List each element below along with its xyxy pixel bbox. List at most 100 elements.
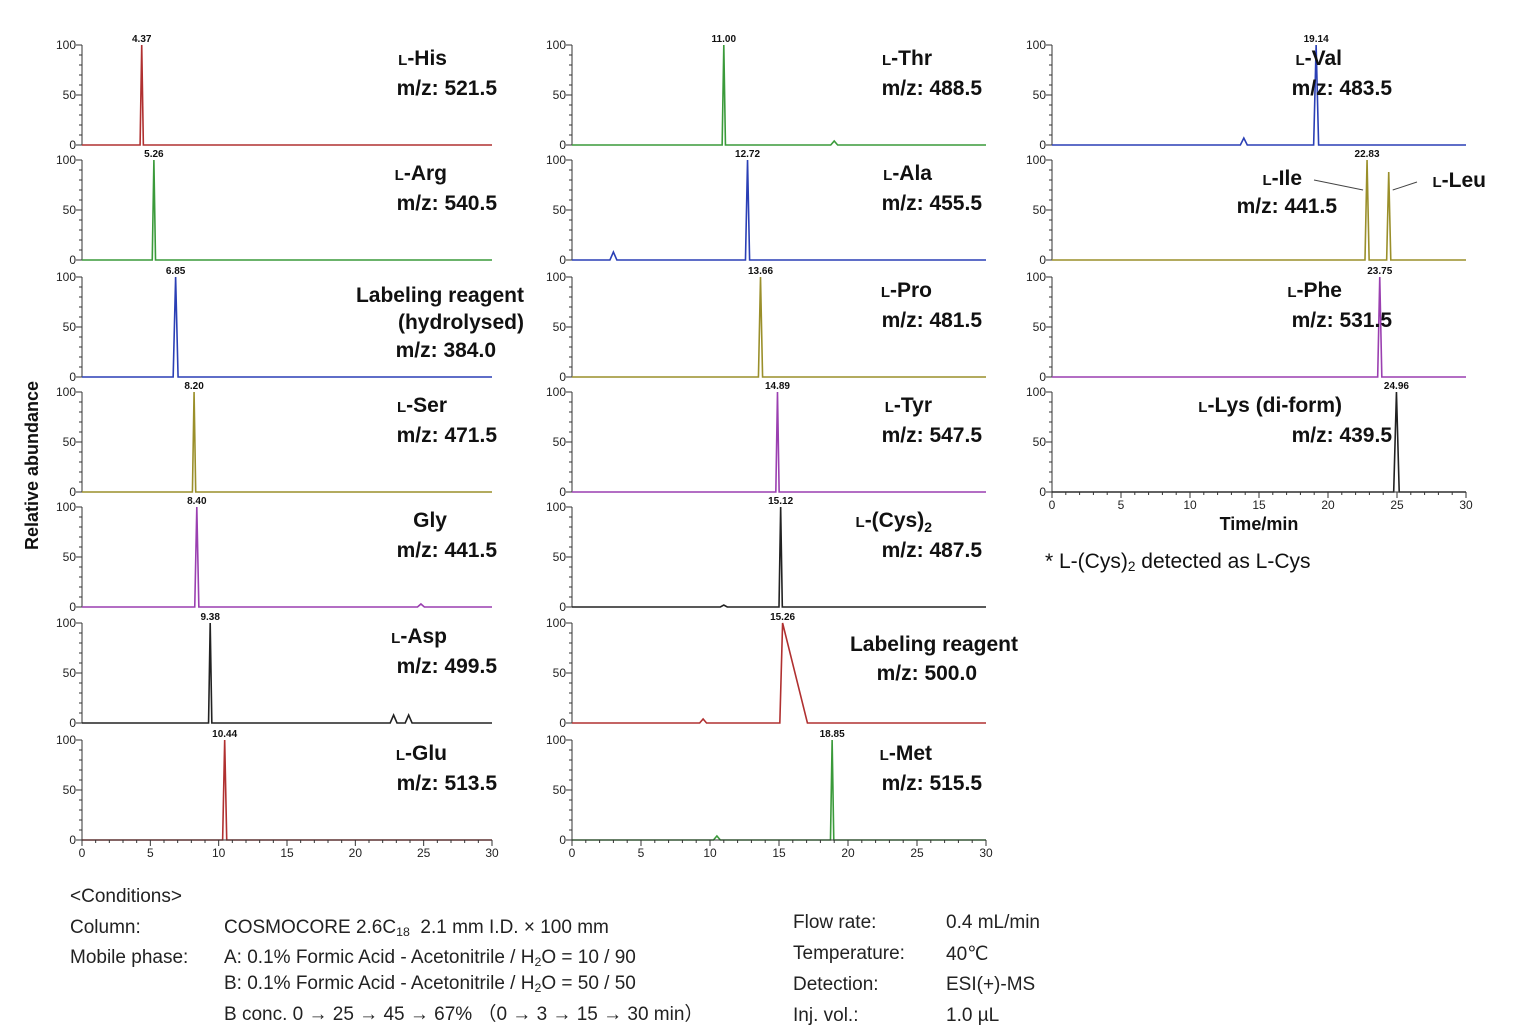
mz-label: m/z: 521.5	[397, 77, 498, 100]
y-tick-label: 50	[553, 203, 567, 217]
x-tick-label: 0	[1049, 498, 1056, 512]
peak-label: 4.37	[132, 34, 152, 45]
y-tick-label: 0	[69, 716, 76, 730]
x-tick-label: 5	[638, 846, 645, 860]
panel-15: 0 50 100 22.83	[1026, 149, 1466, 267]
x-tick-label: 5	[147, 846, 154, 860]
y-tick-label: 50	[553, 435, 567, 449]
panel-5: 0 50 100 9.38	[56, 612, 492, 730]
injection-volume-label: Inj. vol.:	[793, 1005, 859, 1026]
y-tick-label: 100	[1026, 270, 1046, 284]
y-tick-label: 0	[559, 600, 566, 614]
panel-1: 0 50 100 5.26	[56, 149, 492, 267]
y-tick-label: 0	[69, 370, 76, 384]
y-tick-label: 0	[559, 485, 566, 499]
peak-label: 5.26	[144, 149, 164, 160]
y-tick-label: 0	[69, 138, 76, 152]
y-tick-label: 0	[559, 253, 566, 267]
panel-4: 0 50 100 8.40	[56, 496, 492, 614]
y-tick-label: 100	[1026, 153, 1046, 167]
trace-line	[82, 506, 492, 608]
y-tick-label: 0	[1039, 370, 1046, 384]
trace-line	[572, 391, 986, 493]
trace-line	[82, 622, 492, 724]
trace-line	[572, 622, 986, 724]
compound-label: L-Ile	[1262, 167, 1302, 190]
compound-label: L-His	[398, 47, 447, 70]
compound-label: (hydrolysed)	[398, 311, 524, 334]
x-tick-label: 20	[1321, 498, 1335, 512]
trace-line	[82, 44, 492, 146]
column-value: COSMOCORE 2.6C18 2.1 mm I.D. × 100 mm	[224, 917, 609, 939]
y-tick-label: 100	[56, 733, 76, 747]
mz-label: m/z: 499.5	[397, 655, 498, 678]
panel-9: 0 50 100 13.66	[546, 266, 986, 384]
panel-14: 0 50 100 19.14	[1026, 34, 1466, 152]
mz-label: m/z: 455.5	[882, 192, 983, 215]
y-tick-label: 0	[69, 600, 76, 614]
trace-line	[572, 159, 986, 261]
y-tick-label: 50	[63, 550, 77, 564]
x-tick-label: 30	[979, 846, 993, 860]
x-tick-label: 30	[485, 846, 499, 860]
y-tick-label: 100	[546, 385, 566, 399]
mz-label: m/z: 441.5	[1237, 195, 1338, 218]
y-tick-label: 100	[546, 616, 566, 630]
compound-label: L-Arg	[395, 162, 447, 185]
temperature-label: Temperature:	[793, 943, 905, 964]
mz-label: m/z: 488.5	[882, 77, 983, 100]
peak-label: 15.26	[770, 612, 795, 623]
y-tick-label: 100	[1026, 385, 1046, 399]
mz-label: m/z: 471.5	[397, 424, 498, 447]
compound-label-2: L-Leu	[1433, 169, 1487, 192]
y-tick-label: 100	[546, 153, 566, 167]
y-tick-label: 0	[1039, 485, 1046, 499]
mz-label: m/z: 481.5	[882, 309, 983, 332]
x-tick-label: 15	[280, 846, 294, 860]
compound-label: L-Ala	[883, 162, 932, 185]
mz-label: m/z: 515.5	[882, 772, 983, 795]
trace-line	[1052, 44, 1466, 146]
peak-label: 19.14	[1304, 34, 1329, 45]
panel-8: 0 50 100 12.72	[546, 149, 986, 267]
y-tick-label: 50	[63, 88, 77, 102]
panel-2: 0 50 100 6.85	[56, 266, 492, 384]
peak-label: 15.12	[768, 496, 793, 507]
x-tick-label: 15	[1252, 498, 1266, 512]
y-tick-label: 50	[553, 88, 567, 102]
y-tick-label: 0	[69, 485, 76, 499]
x-tick-label: 0	[569, 846, 576, 860]
x-tick-label: 5	[1118, 498, 1125, 512]
peak-label: 9.38	[200, 612, 220, 623]
compound-label: L-Asp	[391, 625, 447, 648]
compound-label: L-Met	[880, 742, 932, 765]
mz-label: m/z: 483.5	[1292, 77, 1393, 100]
panel-17: 0 50 100 24.96 0 5 10 15 20 25 30	[1026, 381, 1473, 512]
y-tick-label: 50	[63, 435, 77, 449]
x-tick-label: 25	[1390, 498, 1404, 512]
conditions-header: <Conditions>	[70, 886, 182, 907]
compound-label: L-Glu	[396, 742, 447, 765]
y-tick-label: 100	[546, 38, 566, 52]
x-tick-label: 10	[703, 846, 717, 860]
compound-label: Gly	[413, 509, 447, 532]
compound-label: L-Thr	[882, 47, 932, 70]
compound-label: L-Phe	[1287, 279, 1342, 302]
y-tick-label: 50	[553, 550, 567, 564]
y-tick-label: 100	[56, 385, 76, 399]
y-tick-label: 100	[1026, 38, 1046, 52]
y-tick-label: 50	[553, 783, 567, 797]
peak-label: 24.96	[1384, 381, 1409, 392]
y-tick-label: 100	[546, 500, 566, 514]
mz-label: m/z: 384.0	[396, 339, 496, 362]
trace-line	[82, 159, 492, 261]
compound-label: L-Ser	[397, 394, 447, 417]
panel-12: 0 50 100 15.26	[546, 612, 986, 730]
y-tick-label: 0	[559, 833, 566, 847]
mz-label: m/z: 441.5	[397, 539, 498, 562]
panel-7: 0 50 100 11.00	[546, 34, 986, 152]
compound-label: Labeling reagent	[356, 284, 524, 307]
flow-rate-label: Flow rate:	[793, 912, 877, 933]
compound-label: L-Val	[1295, 47, 1342, 70]
y-tick-label: 0	[69, 253, 76, 267]
